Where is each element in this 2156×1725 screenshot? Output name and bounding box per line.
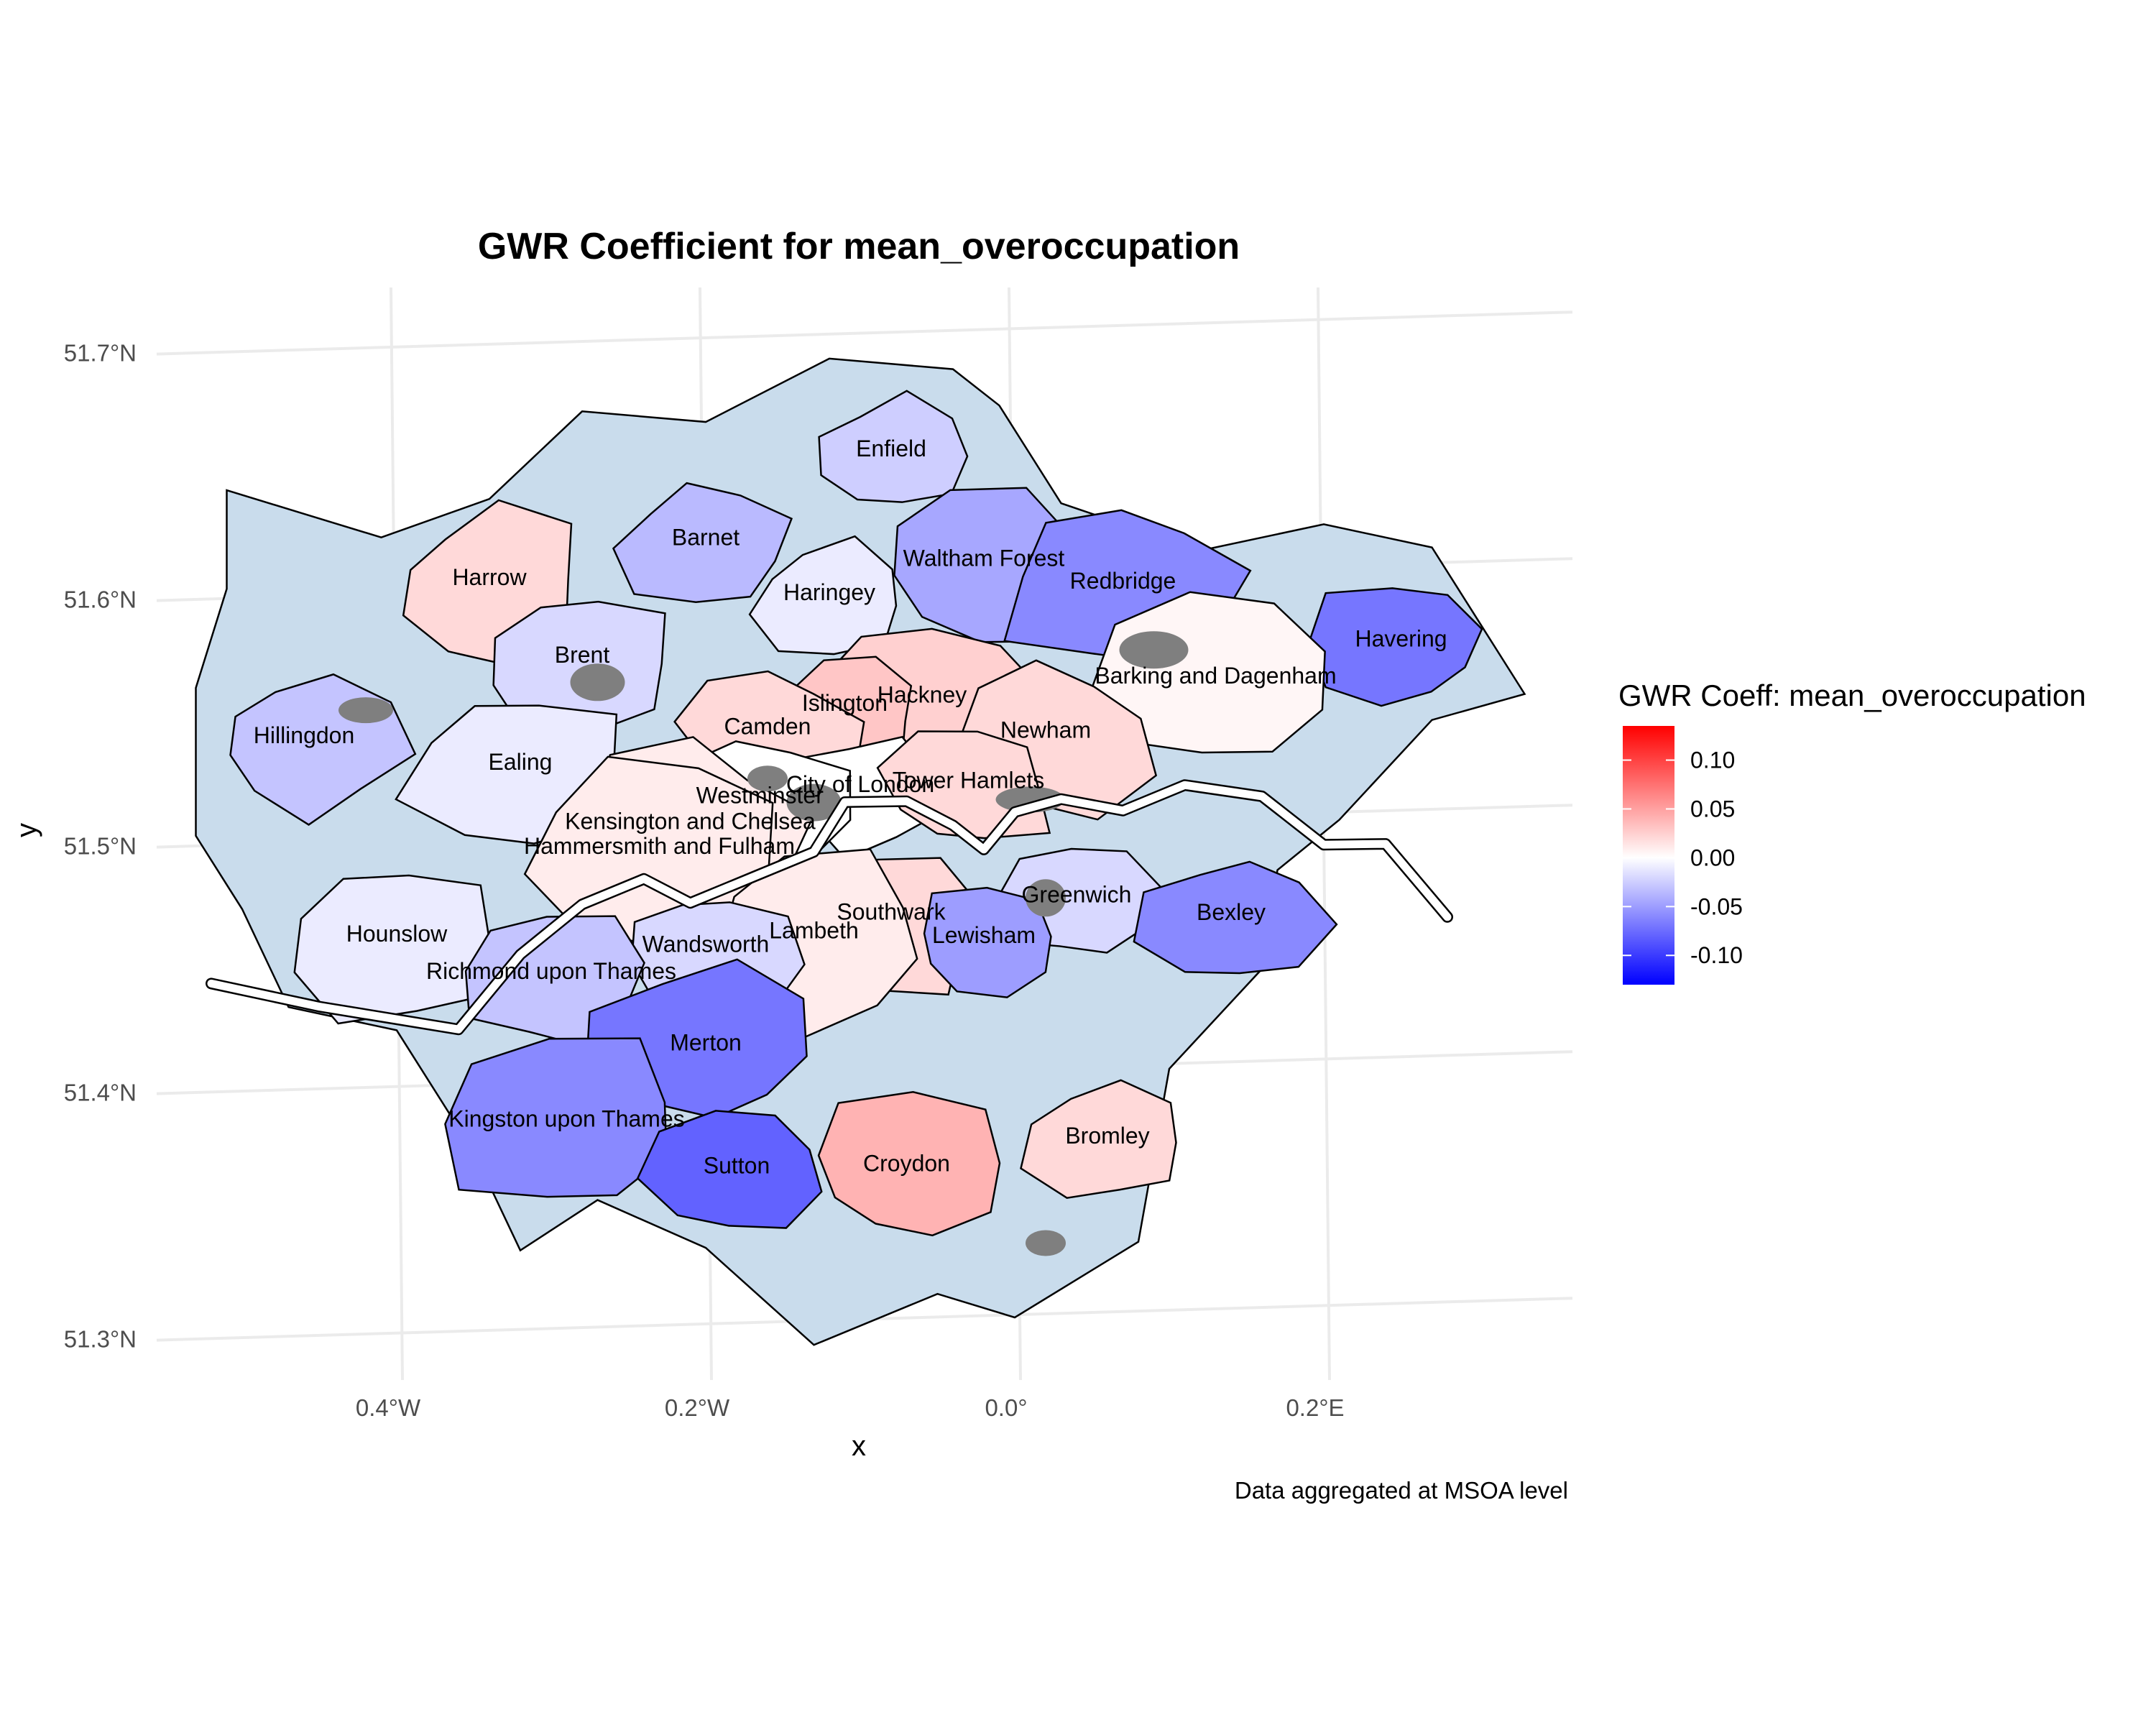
- borough-label: Camden: [724, 713, 811, 739]
- x-tick-label: 0.2°E: [1286, 1394, 1344, 1421]
- borough-label: Hillingdon: [254, 722, 355, 748]
- no-data-area: [1119, 631, 1189, 669]
- no-data-area: [747, 765, 788, 792]
- x-tick-label: 0.0°: [985, 1394, 1027, 1421]
- y-axis-title: y: [11, 823, 42, 837]
- legend-colorbar: [1623, 726, 1674, 985]
- borough-label: Islington: [802, 690, 888, 716]
- borough-label: Enfield: [856, 436, 926, 461]
- y-tick-label: 51.4°N: [64, 1080, 137, 1106]
- borough-enfield: [818, 390, 969, 503]
- borough-label: Haringey: [783, 579, 875, 605]
- borough-label: Merton: [670, 1030, 742, 1056]
- legend-title: GWR Coeff: mean_overoccupation: [1618, 678, 2086, 712]
- borough-label: Waltham Forest: [903, 545, 1065, 571]
- borough-label: Richmond upon Thames: [426, 958, 676, 984]
- legend: GWR Coeff: mean_overoccupation 0.100.050…: [1618, 678, 2086, 985]
- borough-sutton: [636, 1110, 823, 1229]
- borough-bexley: [1133, 860, 1338, 975]
- borough-label: Sutton: [704, 1153, 770, 1179]
- no-data-area: [1026, 879, 1066, 917]
- borough-label: Barking and Dagenham: [1095, 663, 1336, 689]
- borough-label: City of London: [786, 771, 934, 797]
- legend-ticks: 0.10 0.05 0.00 -0.05 -0.10: [1623, 748, 1743, 968]
- legend-tick-label: 0.05: [1690, 796, 1735, 822]
- borough-hounslow: [293, 874, 491, 1025]
- borough-label: Hounslow: [346, 921, 448, 947]
- legend-tick-label: -0.10: [1690, 942, 1743, 968]
- borough-label: Southwark: [837, 899, 946, 925]
- river-thames: [206, 779, 1453, 1036]
- no-data-area: [786, 783, 842, 822]
- borough-bromley: [1020, 1079, 1177, 1200]
- borough-barnet: [612, 482, 793, 604]
- no-data-area: [1026, 1230, 1066, 1256]
- borough-label: Hackney: [877, 681, 967, 707]
- borough-label: Kingston upon Thames: [448, 1105, 685, 1131]
- axis-ticks: 0.4°W 0.2°W 0.0° 0.2°E 51.7°N 51.6°N 51.5°N 51.…: [64, 340, 1345, 1421]
- legend-tick-label: -0.05: [1690, 893, 1743, 919]
- borough-label: Barnet: [672, 525, 740, 551]
- borough-label: Croydon: [863, 1150, 950, 1176]
- borough-label: Hammersmith and Fulham: [524, 833, 795, 859]
- borough-label: Lewisham: [932, 922, 1036, 948]
- borough-label: Kensington and Chelsea: [565, 808, 816, 834]
- x-tick-label: 0.4°W: [356, 1394, 421, 1421]
- borough-haringey: [748, 535, 898, 656]
- chart-title: GWR Coefficient for mean_overoccupation: [478, 226, 1240, 267]
- borough-label: Havering: [1355, 625, 1447, 651]
- legend-tick-label: 0.10: [1690, 748, 1735, 773]
- legend-tick-label: 0.00: [1690, 845, 1735, 870]
- borough-label: Bromley: [1065, 1123, 1149, 1149]
- borough-label: Wandsworth: [642, 932, 770, 957]
- borough-label: Westminster: [696, 783, 824, 809]
- borough-label: Ealing: [489, 749, 553, 775]
- borough-label: Lambeth: [769, 917, 859, 943]
- borough-label: Tower Hamlets: [893, 767, 1045, 793]
- borough-label: Bexley: [1197, 899, 1266, 925]
- borough-label: Redbridge: [1070, 568, 1176, 594]
- caption: Data aggregated at MSOA level: [1235, 1477, 1568, 1504]
- borough-labels: Enfield Barnet Harrow Waltham ForestRedbrid…: [254, 436, 1447, 1179]
- borough-label: Harrow: [452, 564, 527, 590]
- borough-label: Brent: [555, 642, 610, 668]
- borough-label: Newham: [1000, 717, 1091, 742]
- y-tick-label: 51.6°N: [64, 586, 137, 613]
- borough-croydon: [817, 1091, 1001, 1237]
- borough-label: Greenwich: [1022, 882, 1132, 908]
- borough-lewisham: [923, 886, 1052, 998]
- no-data-area: [570, 663, 625, 702]
- x-tick-label: 0.2°W: [665, 1394, 730, 1421]
- x-axis-title: x: [852, 1430, 866, 1462]
- borough-polygons: [195, 357, 1526, 1346]
- no-data-area: [338, 697, 393, 724]
- y-tick-label: 51.7°N: [64, 340, 137, 367]
- river-water: [207, 781, 1452, 1034]
- y-tick-label: 51.3°N: [64, 1326, 137, 1353]
- y-tick-label: 51.5°N: [64, 833, 137, 860]
